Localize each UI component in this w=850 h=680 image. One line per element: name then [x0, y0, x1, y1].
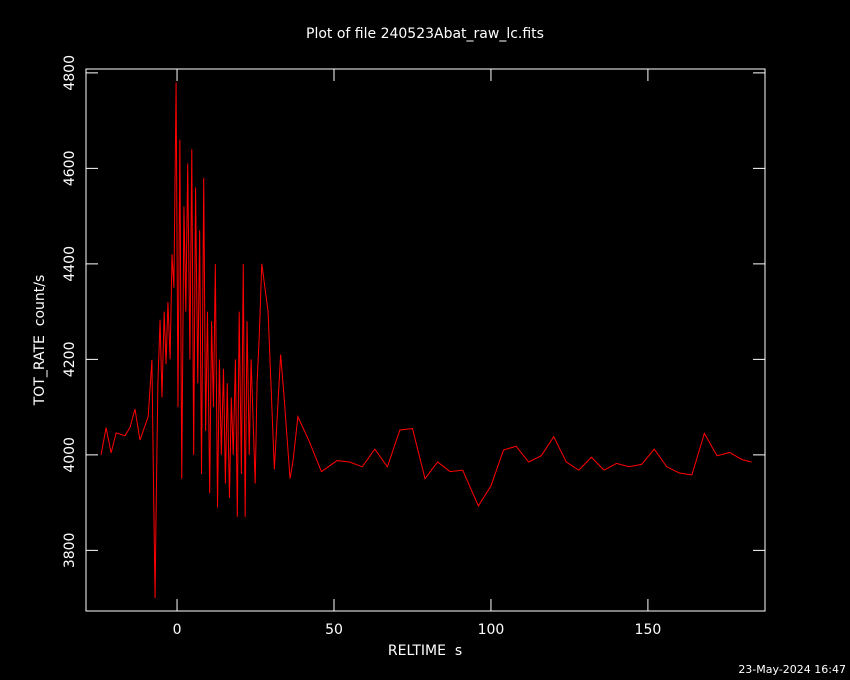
x-tick-label: 0 [173, 622, 182, 638]
y-tick-label: 4400 [62, 246, 78, 282]
y-tick-label: 4600 [62, 151, 78, 187]
y-axis-label: TOT_RATE count/s [32, 275, 48, 407]
x-tick-label: 150 [635, 622, 662, 638]
x-tick-label: 100 [478, 622, 505, 638]
x-tick-label: 50 [325, 622, 343, 638]
plot-frame [85, 68, 766, 612]
timestamp: 23-May-2024 16:47 [738, 663, 846, 676]
x-axis-label: RELTIME s [388, 643, 462, 659]
y-tick-label: 3800 [62, 533, 78, 569]
chart-title: Plot of file 240523Abat_raw_lc.fits [306, 26, 544, 42]
y-tick-label: 4200 [62, 342, 78, 378]
data-line [100, 82, 752, 599]
y-tick-label: 4000 [62, 437, 78, 473]
y-tick-label: 4800 [62, 55, 78, 91]
